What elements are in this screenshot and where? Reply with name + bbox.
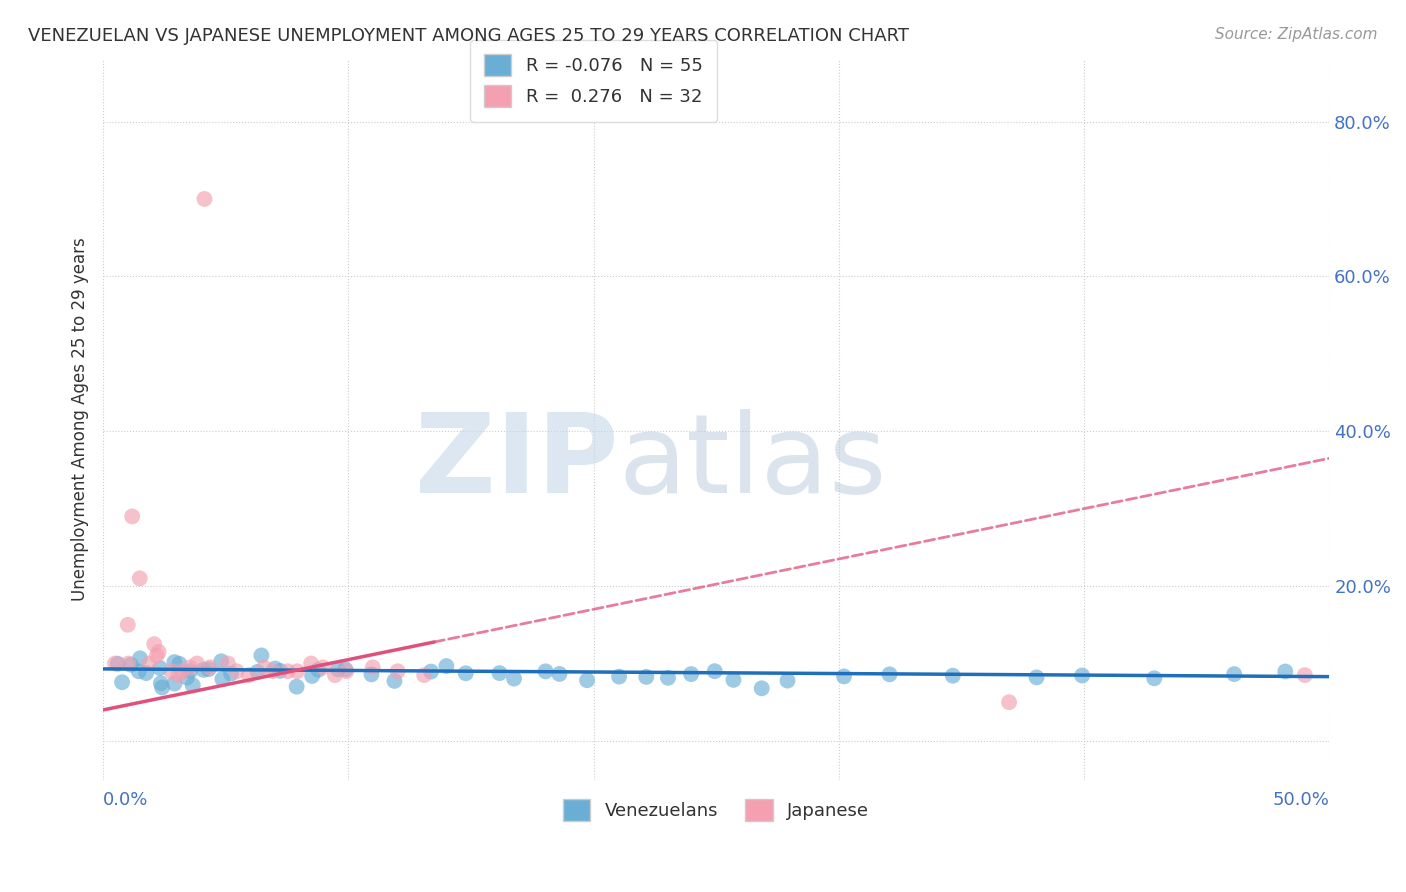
- Point: [179, 664, 201, 678]
- Point: [387, 664, 409, 678]
- Point: [657, 671, 679, 685]
- Point: [169, 657, 191, 671]
- Point: [1071, 668, 1094, 682]
- Point: [198, 660, 221, 674]
- Point: [1143, 671, 1166, 685]
- Point: [751, 681, 773, 696]
- Point: [285, 664, 308, 678]
- Point: [323, 668, 346, 682]
- Point: [193, 663, 215, 677]
- Point: [832, 669, 855, 683]
- Point: [176, 671, 198, 685]
- Point: [312, 660, 335, 674]
- Point: [197, 662, 219, 676]
- Point: [299, 657, 322, 671]
- Point: [607, 670, 630, 684]
- Point: [420, 665, 443, 679]
- Point: [138, 657, 160, 671]
- Point: [335, 662, 357, 676]
- Point: [285, 680, 308, 694]
- Point: [211, 672, 233, 686]
- Point: [454, 666, 477, 681]
- Point: [326, 662, 349, 676]
- Point: [703, 664, 725, 678]
- Point: [360, 667, 382, 681]
- Point: [160, 664, 183, 678]
- Point: [488, 666, 510, 681]
- Point: [879, 667, 901, 681]
- Point: [335, 664, 357, 678]
- Text: ZIP: ZIP: [415, 409, 619, 516]
- Point: [1274, 665, 1296, 679]
- Point: [149, 661, 172, 675]
- Text: 0.0%: 0.0%: [103, 791, 149, 809]
- Point: [193, 192, 215, 206]
- Point: [120, 657, 142, 672]
- Point: [503, 672, 526, 686]
- Point: [250, 648, 273, 663]
- Point: [104, 657, 127, 671]
- Y-axis label: Unemployment Among Ages 25 to 29 years: Unemployment Among Ages 25 to 29 years: [72, 238, 89, 601]
- Point: [121, 509, 143, 524]
- Point: [217, 657, 239, 671]
- Point: [117, 617, 139, 632]
- Point: [163, 676, 186, 690]
- Text: atlas: atlas: [619, 409, 887, 516]
- Point: [179, 660, 201, 674]
- Point: [413, 668, 436, 682]
- Point: [219, 666, 242, 681]
- Point: [307, 663, 329, 677]
- Text: VENEZUELAN VS JAPANESE UNEMPLOYMENT AMONG AGES 25 TO 29 YEARS CORRELATION CHART: VENEZUELAN VS JAPANESE UNEMPLOYMENT AMON…: [28, 27, 910, 45]
- Point: [301, 669, 323, 683]
- Point: [253, 660, 276, 674]
- Point: [534, 665, 557, 679]
- Point: [776, 673, 799, 688]
- Point: [170, 664, 193, 678]
- Point: [209, 654, 232, 668]
- Text: 50.0%: 50.0%: [1272, 791, 1329, 809]
- Point: [111, 675, 134, 690]
- Point: [576, 673, 599, 688]
- Point: [723, 673, 745, 687]
- Point: [264, 661, 287, 675]
- Point: [277, 664, 299, 678]
- Point: [225, 664, 247, 678]
- Point: [149, 676, 172, 690]
- Point: [681, 667, 703, 681]
- Point: [1223, 667, 1246, 681]
- Point: [148, 645, 170, 659]
- Point: [186, 657, 208, 671]
- Point: [181, 678, 204, 692]
- Point: [143, 637, 166, 651]
- Text: Source: ZipAtlas.com: Source: ZipAtlas.com: [1215, 27, 1378, 42]
- Point: [384, 673, 406, 688]
- Point: [163, 655, 186, 669]
- Point: [636, 670, 658, 684]
- Point: [246, 665, 269, 679]
- Point: [128, 571, 150, 585]
- Point: [150, 681, 173, 695]
- Point: [117, 657, 139, 671]
- Point: [146, 648, 169, 663]
- Point: [548, 667, 571, 681]
- Point: [135, 666, 157, 681]
- Legend: Venezuelans, Japanese: Venezuelans, Japanese: [548, 784, 883, 836]
- Point: [129, 651, 152, 665]
- Point: [128, 665, 150, 679]
- Point: [107, 657, 129, 671]
- Point: [361, 660, 384, 674]
- Point: [434, 659, 457, 673]
- Point: [1025, 670, 1047, 684]
- Point: [262, 664, 284, 678]
- Point: [238, 668, 260, 682]
- Point: [942, 669, 965, 683]
- Point: [167, 668, 190, 682]
- Point: [1294, 668, 1316, 682]
- Point: [269, 664, 291, 678]
- Point: [998, 695, 1021, 709]
